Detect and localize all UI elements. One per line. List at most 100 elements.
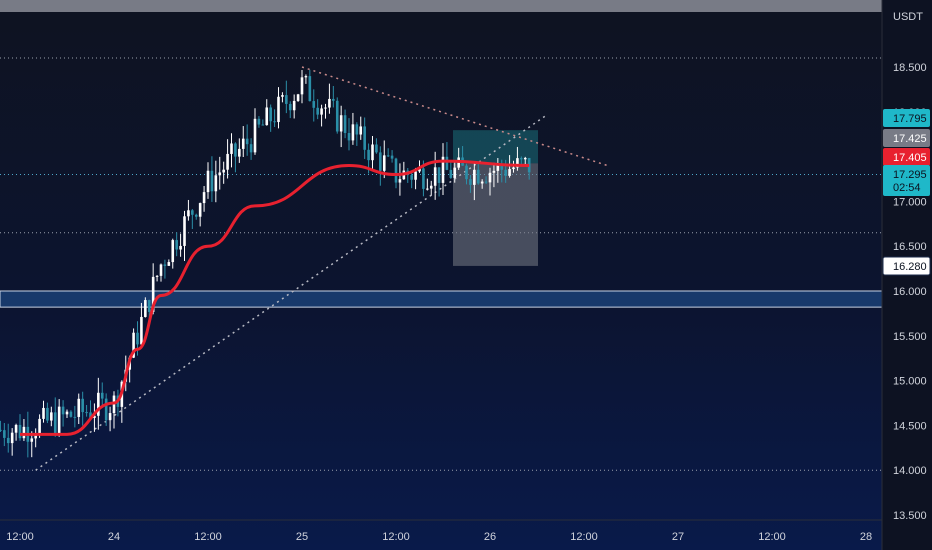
candle-body bbox=[61, 406, 65, 415]
price-tag: 17.795 bbox=[883, 109, 930, 127]
candle-body bbox=[202, 192, 206, 204]
y-tick-label: 15.500 bbox=[893, 331, 927, 343]
demand-zone bbox=[0, 290, 882, 308]
candle-body bbox=[18, 424, 22, 439]
candle-body bbox=[324, 107, 327, 109]
candle-body bbox=[140, 316, 143, 345]
price-tag-label: 17.795 bbox=[893, 113, 927, 125]
candle-body bbox=[465, 165, 468, 180]
price-tag-label: 16.280 bbox=[893, 261, 927, 273]
candle-body bbox=[379, 152, 382, 171]
candle-body bbox=[187, 210, 190, 217]
candle-body bbox=[285, 95, 288, 104]
candle-body bbox=[347, 133, 351, 141]
y-tick-label: 13.500 bbox=[893, 510, 927, 522]
candles bbox=[0, 69, 531, 458]
candle-body bbox=[480, 181, 484, 184]
candle-body bbox=[210, 170, 214, 192]
candle-body bbox=[504, 169, 507, 176]
candle-body bbox=[273, 121, 276, 123]
candle-body bbox=[167, 262, 171, 266]
candle-body bbox=[73, 416, 77, 418]
candle-body bbox=[343, 115, 347, 134]
candle-body bbox=[245, 138, 249, 145]
candle-body bbox=[253, 118, 257, 153]
candle-body bbox=[34, 435, 37, 439]
candle-body bbox=[77, 398, 81, 417]
candle-body bbox=[50, 412, 53, 421]
y-tick-label: 16.500 bbox=[893, 241, 927, 253]
candle-body bbox=[441, 156, 445, 183]
candle-body bbox=[38, 418, 41, 436]
candle-body bbox=[390, 155, 394, 159]
x-tick-label: 12:00 bbox=[382, 531, 410, 543]
candle-body bbox=[214, 175, 218, 192]
candle-body bbox=[238, 148, 241, 157]
candle-body bbox=[265, 107, 269, 126]
candle-body bbox=[65, 411, 69, 415]
x-tick-label: 26 bbox=[484, 531, 496, 543]
candle-body bbox=[414, 171, 417, 180]
price-tag-bg bbox=[883, 109, 930, 127]
candle-body bbox=[147, 300, 151, 312]
price-tag-label: 17.405 bbox=[893, 152, 927, 164]
candle-body bbox=[418, 168, 421, 172]
candle-body bbox=[261, 124, 265, 126]
price-tag: 17.425 bbox=[883, 129, 930, 147]
candle-body bbox=[155, 275, 159, 277]
candle-body bbox=[230, 143, 233, 154]
candle-body bbox=[132, 332, 135, 358]
trendline-support bbox=[35, 115, 546, 471]
candle-body bbox=[371, 144, 374, 161]
candle-body bbox=[93, 415, 96, 418]
price-tag: 16.280 bbox=[882, 256, 931, 276]
candle-body bbox=[382, 155, 386, 171]
candle-body bbox=[69, 411, 73, 417]
y-tick-label: 15.000 bbox=[893, 376, 927, 388]
position-target-zone bbox=[453, 130, 538, 164]
x-tick-label: 27 bbox=[672, 531, 684, 543]
candle-body bbox=[312, 101, 316, 108]
candle-body bbox=[496, 163, 500, 171]
candle-body bbox=[249, 144, 253, 153]
candle-body bbox=[10, 432, 14, 444]
candle-body bbox=[53, 412, 57, 433]
candle-body bbox=[159, 264, 163, 276]
candle-body bbox=[222, 169, 225, 173]
price-tag-bg bbox=[883, 148, 930, 166]
candle-body bbox=[422, 168, 425, 189]
candle-body bbox=[183, 216, 186, 246]
price-tag: 02:54 bbox=[883, 178, 930, 196]
candle-body bbox=[355, 124, 359, 135]
candle-body bbox=[426, 188, 429, 190]
candle-body bbox=[175, 240, 178, 250]
candle-body bbox=[179, 245, 182, 250]
candle-body bbox=[433, 167, 437, 186]
candle-body bbox=[269, 107, 272, 122]
candle-body bbox=[85, 412, 88, 414]
plot-area bbox=[0, 57, 882, 471]
candle-body bbox=[473, 169, 476, 185]
candle-body bbox=[241, 138, 245, 149]
candle-body bbox=[292, 100, 296, 111]
candle-body bbox=[100, 392, 104, 399]
candle-body bbox=[42, 407, 45, 419]
candle-body bbox=[22, 426, 26, 439]
candle-body bbox=[523, 157, 527, 160]
candle-body bbox=[81, 398, 84, 413]
price-tag-bg bbox=[883, 178, 930, 196]
candle-body bbox=[0, 429, 2, 431]
candle-body bbox=[484, 181, 488, 183]
candle-body bbox=[429, 185, 433, 189]
y-tick-label: 14.000 bbox=[893, 465, 927, 477]
y-tick-label: 18.500 bbox=[893, 62, 927, 74]
candle-body bbox=[6, 437, 10, 444]
candle-body bbox=[339, 115, 343, 132]
candle-body bbox=[194, 214, 198, 217]
candle-body bbox=[304, 76, 308, 78]
candle-body bbox=[97, 392, 100, 416]
candle-body bbox=[234, 143, 237, 157]
candle-body bbox=[226, 153, 229, 170]
